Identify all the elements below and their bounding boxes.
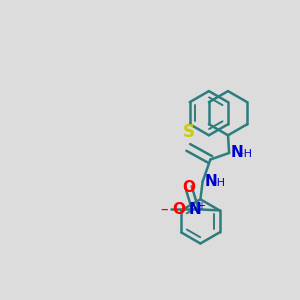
Text: N: N [204,174,217,189]
Text: N: N [231,146,244,160]
Text: ·H: ·H [214,178,226,188]
Text: –: – [160,202,168,217]
Text: N: N [189,202,202,217]
Text: O: O [172,202,185,217]
Text: +: + [196,201,205,211]
Text: S: S [182,123,194,141]
Text: O: O [182,180,195,195]
Text: ·H: ·H [240,149,252,159]
